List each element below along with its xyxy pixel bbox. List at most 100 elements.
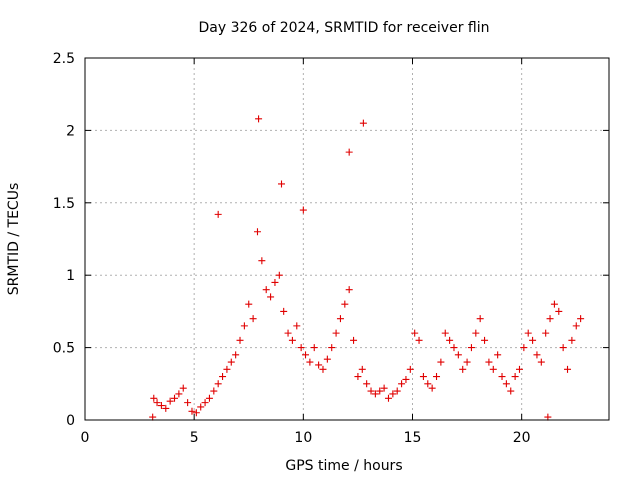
data-point — [175, 390, 183, 398]
data-point — [524, 329, 532, 337]
data-point — [278, 180, 285, 188]
data-point — [507, 387, 515, 395]
data-point — [359, 119, 367, 127]
data-point — [157, 402, 165, 410]
data-point — [253, 228, 261, 236]
data-point — [188, 407, 196, 415]
data-point — [537, 358, 545, 366]
data-point — [550, 300, 558, 308]
data-point — [363, 380, 371, 388]
data-point — [150, 394, 158, 402]
data-point — [280, 307, 288, 315]
data-point — [262, 286, 270, 294]
data-point — [389, 390, 397, 398]
data-point — [476, 315, 484, 323]
data-point — [577, 315, 585, 323]
data-point — [219, 373, 227, 381]
data-point — [481, 336, 489, 344]
y-tick-label: 1 — [66, 268, 75, 284]
data-point — [424, 380, 432, 388]
data-point — [498, 373, 506, 381]
data-point — [546, 315, 554, 323]
data-point — [271, 278, 279, 286]
y-tick-label: 0.5 — [53, 341, 75, 357]
data-point — [564, 365, 572, 373]
data-point — [555, 307, 563, 315]
data-point — [192, 409, 200, 417]
data-point — [214, 380, 222, 388]
x-tick-label: 10 — [294, 430, 312, 446]
x-axis-label: GPS time / hours — [285, 458, 402, 474]
data-point — [367, 387, 375, 395]
data-point — [520, 344, 528, 352]
y-tick-label: 0 — [66, 413, 75, 429]
data-point — [450, 344, 458, 352]
data-point — [288, 336, 296, 344]
data-point — [179, 384, 187, 392]
data-point — [494, 351, 502, 359]
data-point — [529, 336, 537, 344]
data-point — [223, 365, 231, 373]
data-point — [542, 329, 550, 337]
data-point — [428, 384, 436, 392]
x-tick-label: 20 — [513, 430, 531, 446]
data-point — [345, 286, 353, 294]
data-point — [433, 373, 441, 381]
data-point — [205, 394, 213, 402]
axis-ticks: 0 0.5 1 1.5 2 2.5 0 5 10 15 20 — [53, 51, 609, 446]
data-point — [472, 329, 480, 337]
data-point — [371, 390, 379, 398]
data-point — [411, 329, 419, 337]
data-point — [162, 404, 170, 412]
data-point — [533, 351, 541, 359]
x-tick-label: 15 — [404, 430, 422, 446]
data-point — [232, 351, 240, 359]
data-point — [227, 358, 235, 366]
data-point — [441, 329, 449, 337]
data-point — [297, 344, 305, 352]
data-point — [463, 358, 471, 366]
y-tick-label: 2 — [66, 123, 75, 139]
data-point — [419, 373, 427, 381]
data-point — [350, 336, 358, 344]
data-point — [515, 365, 523, 373]
data-point — [315, 361, 323, 369]
data-point — [284, 329, 292, 337]
data-point — [153, 399, 161, 407]
data-point — [275, 271, 283, 279]
data-point — [249, 315, 257, 323]
data-point — [559, 344, 567, 352]
data-point — [393, 387, 401, 395]
data-point — [459, 365, 467, 373]
data-point — [544, 413, 552, 421]
grid-lines — [85, 58, 609, 420]
data-point — [568, 336, 576, 344]
data-point — [201, 399, 209, 407]
data-point — [214, 210, 222, 218]
data-points — [149, 115, 585, 421]
data-point — [258, 257, 266, 265]
data-point — [319, 365, 327, 373]
data-point — [345, 148, 353, 156]
y-tick-label: 1.5 — [53, 196, 75, 212]
data-point — [437, 358, 445, 366]
data-point — [402, 375, 410, 383]
data-point — [197, 403, 205, 411]
data-point — [310, 344, 318, 352]
data-point — [302, 351, 310, 359]
data-point — [415, 336, 423, 344]
x-tick-label: 0 — [81, 430, 90, 446]
data-point — [384, 394, 392, 402]
data-point — [267, 293, 275, 301]
data-point — [293, 322, 301, 330]
data-point — [323, 355, 331, 363]
data-point — [328, 344, 336, 352]
data-point — [446, 336, 454, 344]
plot-frame — [84, 57, 610, 421]
data-point — [236, 336, 244, 344]
data-point — [149, 413, 157, 421]
data-point — [240, 322, 248, 330]
data-point — [511, 373, 519, 381]
data-point — [380, 384, 388, 392]
data-point — [376, 387, 384, 395]
